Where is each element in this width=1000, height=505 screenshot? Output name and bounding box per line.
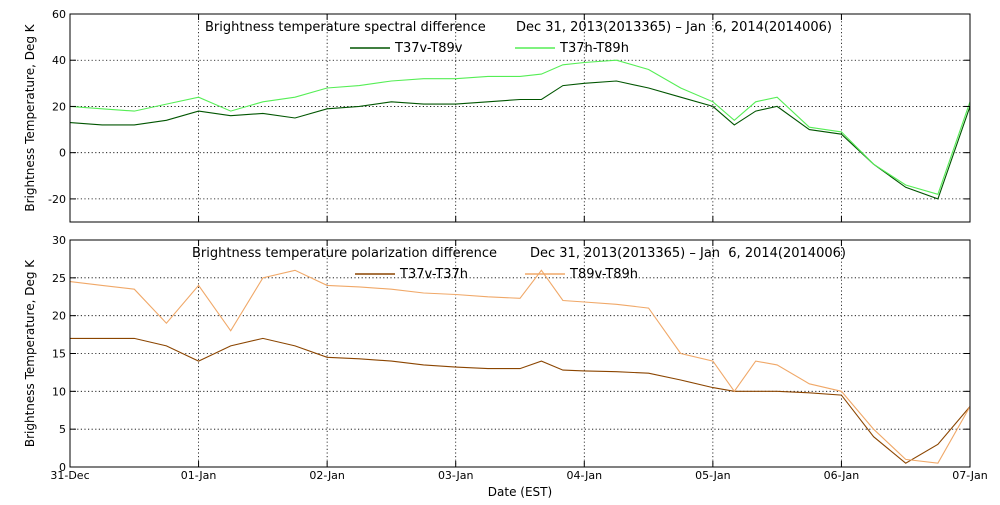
legend-label: T37v-T37h [399, 267, 468, 282]
y-axis-label: Brightness Temperature, Deg K [23, 23, 37, 211]
series-line-t37v-t89v [70, 80, 970, 200]
y-tick-label: 20 [52, 100, 66, 113]
y-tick-label: 60 [52, 8, 66, 21]
x-tick-label: 01-Jan [181, 469, 217, 482]
chart-panel-1: -20 0 20 40 60 Brightness temperature spectra… [23, 8, 971, 223]
chart-title: Brightness temperature spectral differen… [205, 20, 486, 35]
y-tick-label: 30 [52, 234, 66, 247]
y-tick-label: 0 [59, 147, 66, 160]
y-tick-label: 10 [52, 385, 66, 398]
x-tick-label: 03-Jan [438, 469, 474, 482]
x-tick-label: 31-Dec [50, 469, 89, 482]
y-tick-label: 25 [52, 272, 66, 285]
series-line-t89v-t89h [70, 269, 970, 464]
x-tick-label: 06-Jan [824, 469, 860, 482]
y-tick-label: -20 [48, 193, 66, 206]
y-tick-label: 40 [52, 54, 66, 67]
y-tick-label: 20 [52, 310, 66, 323]
y-axis-label: Brightness Temperature, Deg K [23, 259, 37, 447]
legend-label: T89v-T89h [569, 267, 638, 282]
x-tick-label: 04-Jan [567, 469, 603, 482]
x-tick-label: 07-Jan [952, 469, 988, 482]
x-tick-label: 02-Jan [309, 469, 345, 482]
chart-date-range: Dec 31, 2013(2013365) – Jan 6, 2014(2014… [530, 246, 846, 261]
x-tick-label: 05-Jan [695, 469, 731, 482]
y-tick-label: 0 [59, 461, 66, 474]
series-line-t37h-t89h [70, 59, 970, 195]
legend-label: T37v-T89v [394, 41, 463, 56]
chart-date-range: Dec 31, 2013(2013365) – Jan 6, 2014(2014… [516, 20, 832, 35]
plot-frame [69, 13, 971, 223]
legend-label: T37h-T89h [559, 41, 629, 56]
chart-panel-2: 0 5 10 15 20 25 30 31-Dec 01-Jan 02-Jan 03-Jan 04-J… [23, 234, 988, 499]
series-line-t37v-t37h [70, 337, 970, 464]
chart-title: Brightness temperature polarization diff… [192, 246, 497, 261]
y-tick-label: 15 [52, 348, 66, 361]
y-tick-label: 5 [59, 423, 66, 436]
x-axis-label: Date (EST) [488, 485, 552, 499]
